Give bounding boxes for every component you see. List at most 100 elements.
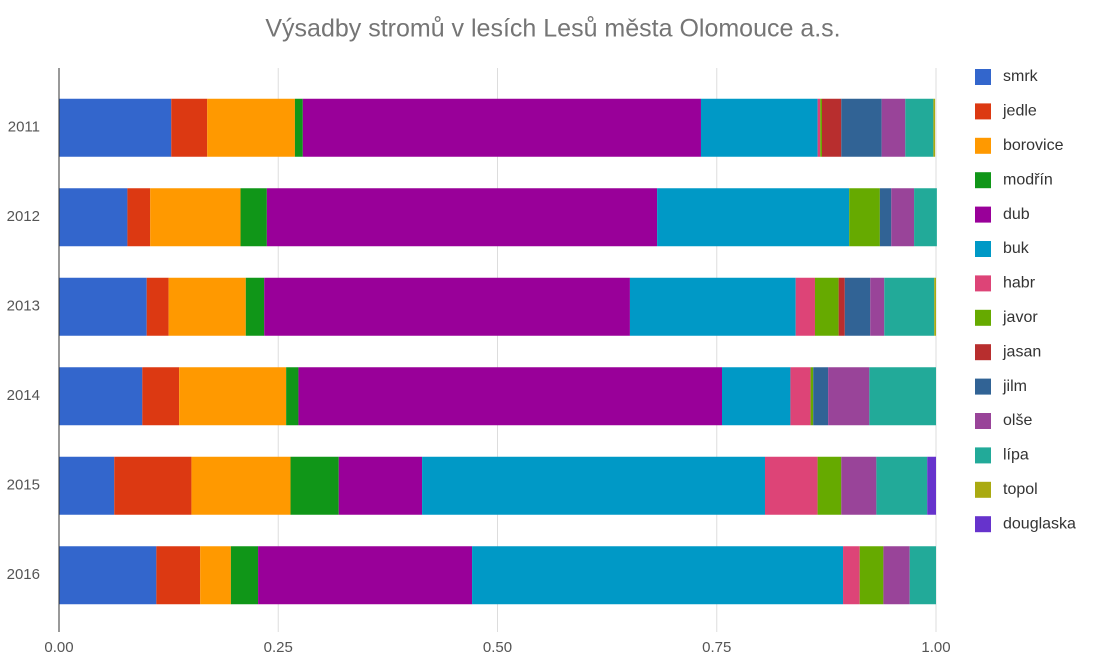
bar-segment	[884, 277, 935, 336]
bar-segment	[657, 188, 850, 247]
legend-swatch	[975, 481, 991, 498]
bar-segment	[245, 277, 265, 336]
bar-segment	[114, 456, 192, 515]
legend-label: jedle	[1002, 103, 1037, 120]
bar-segment	[59, 456, 115, 515]
y-tick-label: 2012	[7, 208, 40, 225]
bar-segment	[338, 456, 423, 515]
legend-swatch	[975, 241, 991, 257]
bar-segment	[914, 188, 937, 247]
y-tick-label: 2014	[7, 387, 40, 404]
legend-swatch	[975, 309, 991, 326]
bar-segment	[59, 98, 172, 157]
bar-segment	[59, 277, 147, 336]
x-tick-label: 0.00	[44, 639, 73, 656]
bar-segment	[168, 277, 246, 336]
x-tick-label: 0.25	[264, 639, 293, 656]
bar-segment	[230, 546, 259, 605]
bar-segment	[266, 188, 658, 247]
bar-segment	[841, 98, 882, 157]
legend-label: topol	[1003, 481, 1038, 498]
bar-segment	[933, 98, 936, 157]
legend-swatch	[975, 413, 991, 429]
bar-segment	[294, 98, 303, 157]
bar-segment	[264, 277, 630, 336]
bar-segment	[302, 98, 701, 157]
bar-segment	[59, 367, 143, 426]
bar-segment	[146, 277, 169, 336]
bar-segment	[298, 367, 723, 426]
bar-segment	[156, 546, 201, 605]
bar-segment	[191, 456, 291, 515]
bar-segment	[59, 188, 128, 247]
legend-label: olše	[1003, 412, 1032, 429]
legend-swatch	[975, 447, 991, 464]
y-tick-label: 2013	[7, 298, 40, 315]
bar-segment	[59, 546, 157, 605]
bar-segment	[870, 277, 885, 336]
legend-swatch	[975, 69, 991, 85]
bar-segment	[200, 546, 231, 605]
bar-segment	[171, 98, 208, 157]
bar-segment	[879, 188, 892, 247]
bar-segment	[764, 456, 818, 515]
y-tick-label: 2011	[8, 119, 40, 136]
bar-segment	[814, 277, 839, 336]
bar-segment	[629, 277, 796, 336]
bar-segment	[817, 456, 842, 515]
legend-label: dub	[1003, 206, 1030, 223]
bar-segment	[240, 188, 267, 247]
bar-segment	[472, 546, 844, 605]
legend-swatch	[975, 275, 991, 292]
legend-label: habr	[1003, 275, 1036, 292]
bar-segment	[790, 367, 811, 426]
legend-label: borovice	[1003, 137, 1064, 154]
legend-label: jasan	[1002, 343, 1041, 360]
legend-swatch	[975, 137, 991, 154]
bar-segment	[869, 367, 936, 426]
legend-label: modřín	[1003, 171, 1053, 188]
bar-segment	[258, 546, 473, 605]
x-tick-label: 1.00	[921, 639, 950, 656]
legend-label: buk	[1003, 240, 1030, 257]
bar-segment	[828, 367, 870, 426]
bar-segment	[849, 188, 880, 247]
bar-segment	[876, 456, 928, 515]
legend-label: smrk	[1003, 68, 1039, 85]
bar-segment	[841, 456, 877, 515]
legend-label: lípa	[1003, 447, 1029, 464]
bar-segment	[905, 98, 934, 157]
bar-segment	[820, 98, 822, 157]
bar-segment	[179, 367, 287, 426]
bar-segment	[821, 98, 842, 157]
bar-segment	[127, 188, 151, 247]
bar-segment	[891, 188, 915, 247]
y-tick-label: 2015	[7, 477, 40, 494]
bar-segment	[909, 546, 936, 605]
bar-segment	[817, 98, 821, 157]
legend-label: douglaska	[1003, 515, 1076, 532]
x-tick-label: 0.50	[483, 639, 512, 656]
bar-segment	[207, 98, 295, 157]
bar-segment	[810, 367, 814, 426]
bar-segment	[883, 546, 910, 605]
chart-title: Výsadby stromů v lesích Lesů města Olomo…	[265, 15, 840, 43]
bar-segment	[286, 367, 299, 426]
bar-segment	[838, 277, 845, 336]
bar-segment	[881, 98, 906, 157]
bar-segment	[843, 546, 860, 605]
bar-segment	[859, 546, 884, 605]
legend-swatch	[975, 378, 991, 395]
bar-segment	[844, 277, 871, 336]
legend-swatch	[975, 172, 991, 189]
bar-segment	[150, 188, 241, 247]
bar-segment	[934, 277, 936, 336]
x-tick-label: 0.75	[702, 639, 731, 656]
bar-segment	[927, 456, 936, 515]
bar-segment	[795, 277, 815, 336]
legend-label: javor	[1002, 309, 1038, 326]
bar-segment	[813, 367, 829, 426]
bar-segment	[422, 456, 765, 515]
bar-segment	[290, 456, 339, 515]
